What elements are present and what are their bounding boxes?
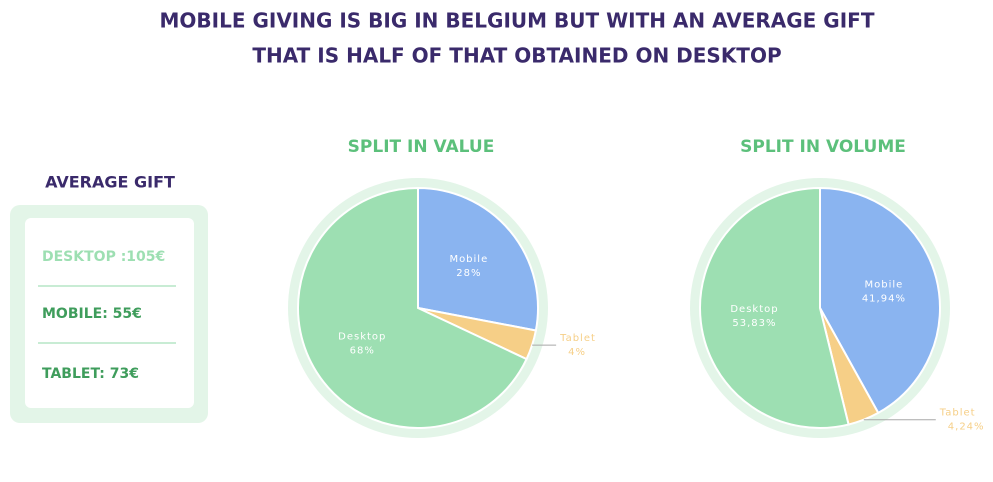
card	[25, 218, 194, 408]
slice-value: 28%	[456, 268, 481, 279]
slice-value: 4%	[568, 347, 586, 358]
slice-label: Mobile	[449, 254, 488, 265]
slice-label: Mobile	[864, 279, 903, 290]
title-line: THAT IS HALF OF THAT OBTAINED ON DESKTOP	[252, 44, 781, 68]
slice-label: Tablet	[559, 333, 596, 344]
gift-item: TABLET: 73€	[42, 366, 139, 382]
gift-item: DESKTOP :105€	[42, 249, 165, 265]
slice-value: 53,83%	[732, 318, 776, 329]
gift-item: MOBILE: 55€	[42, 306, 142, 322]
pie-title: SPLIT IN VOLUME	[740, 137, 906, 157]
pie-slice	[297, 186, 528, 429]
card-title: AVERAGE GIFT	[45, 173, 175, 192]
slice-label: Tablet	[939, 408, 976, 419]
pie-slice	[699, 186, 850, 429]
slice-label: Desktop	[338, 331, 386, 342]
pie-slice	[819, 186, 941, 415]
slice-value: 68%	[350, 345, 375, 356]
slice-value: 4,24%	[948, 422, 985, 433]
pie-slice	[417, 186, 539, 332]
title-line: MOBILE GIVING IS BIG IN BELGIUM BUT WITH…	[160, 9, 875, 33]
slice-value: 41,94%	[862, 293, 906, 304]
pie-title: SPLIT IN VALUE	[348, 137, 495, 157]
slice-label: Desktop	[730, 304, 778, 315]
